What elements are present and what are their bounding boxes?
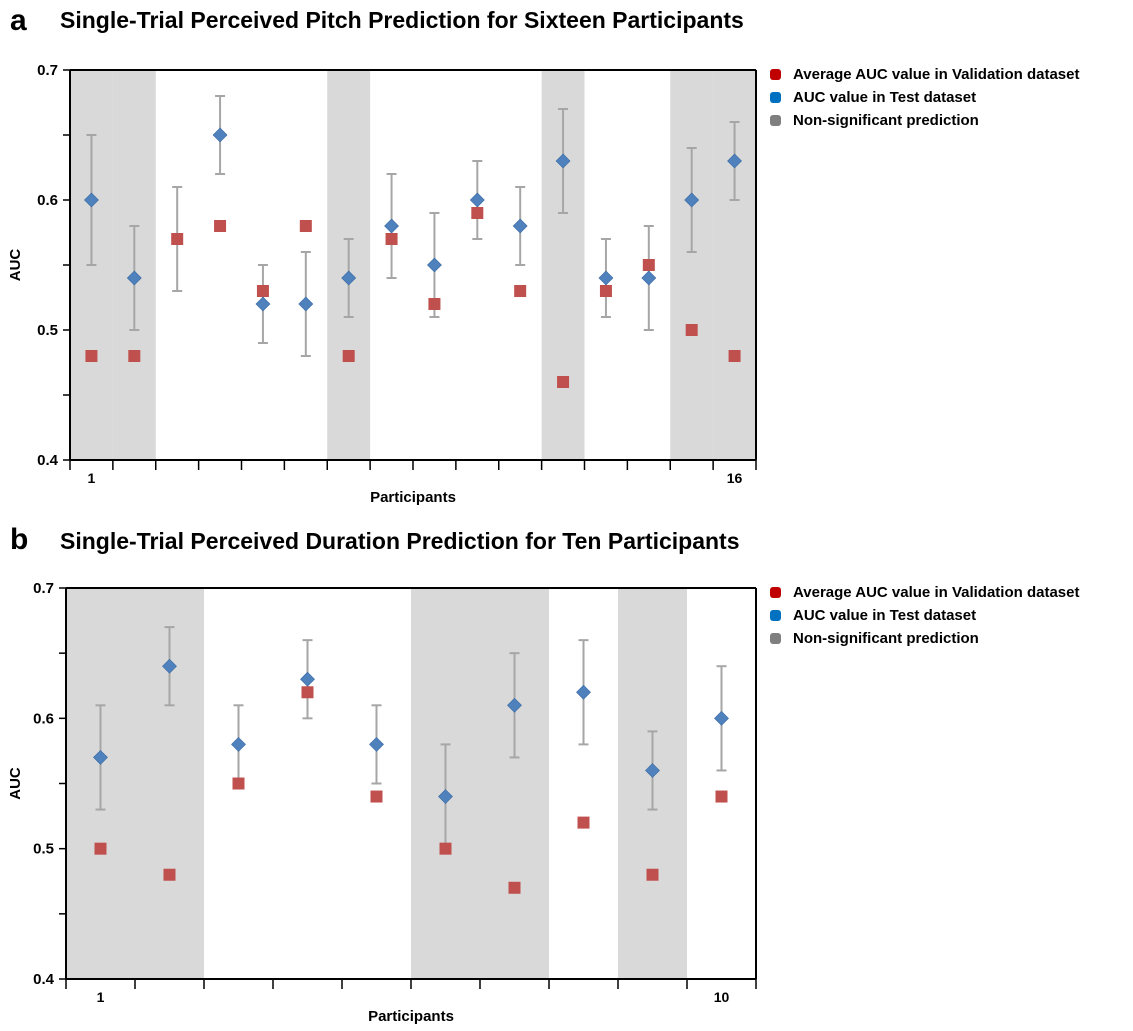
legend-swatch-test bbox=[770, 610, 781, 621]
validation-point-8 bbox=[577, 816, 590, 829]
validation-point-6 bbox=[299, 220, 312, 232]
validation-point-5 bbox=[256, 285, 269, 297]
test-point-14 bbox=[641, 270, 657, 286]
validation-point-16 bbox=[728, 350, 741, 362]
y-tick-label: 0.5 bbox=[33, 841, 54, 858]
validation-point-12 bbox=[557, 376, 570, 388]
test-point-5 bbox=[255, 296, 271, 312]
y-tick-label: 0.5 bbox=[37, 322, 58, 339]
validation-point-9 bbox=[428, 298, 441, 310]
panel-letter-a: a bbox=[10, 4, 27, 37]
test-point-3 bbox=[231, 736, 246, 752]
y-tick-label: 0.7 bbox=[37, 62, 58, 79]
y-axis-label: AUC bbox=[7, 249, 24, 282]
chart-a: 0.4 0.5 0.6 0.7 1 16 Participants AUC bbox=[7, 62, 757, 506]
nonsig-band-15 bbox=[670, 70, 714, 460]
test-point-11 bbox=[512, 218, 528, 234]
y-tick-label: 0.4 bbox=[33, 971, 55, 988]
legend-swatch-validation bbox=[770, 69, 781, 80]
validation-point-13 bbox=[599, 285, 612, 297]
x-tick-label: 1 bbox=[97, 989, 105, 1005]
validation-point-3 bbox=[232, 777, 245, 790]
validation-point-15 bbox=[685, 324, 698, 336]
y-tick-label: 0.6 bbox=[37, 192, 58, 209]
validation-point-8 bbox=[385, 233, 398, 245]
y-tick-label: 0.4 bbox=[37, 452, 59, 469]
validation-point-7 bbox=[342, 350, 355, 362]
nonsig-band-7 bbox=[480, 588, 549, 979]
test-point-12 bbox=[555, 153, 571, 169]
legend-item-validation: Average AUC value in Validation dataset bbox=[770, 581, 1079, 604]
panel-letter-b: b bbox=[10, 523, 29, 556]
chart-title-a: Single-Trial Perceived Pitch Prediction … bbox=[60, 7, 744, 33]
validation-point-9 bbox=[646, 868, 659, 881]
x-axis-label: Participants bbox=[370, 489, 456, 506]
legend-item-test: AUC value in Test dataset bbox=[770, 604, 1079, 627]
legend-swatch-nonsig bbox=[770, 633, 781, 644]
legend-item-nonsig: Non-significant prediction bbox=[770, 627, 1079, 650]
test-point-10 bbox=[469, 192, 485, 208]
test-point-6 bbox=[438, 789, 453, 804]
legend-item-nonsig: Non-significant prediction bbox=[770, 109, 1079, 132]
validation-point-1 bbox=[85, 350, 98, 362]
legend-label-nonsig: Non-significant prediction bbox=[793, 112, 979, 129]
validation-point-2 bbox=[163, 868, 176, 881]
validation-point-10 bbox=[471, 207, 484, 219]
test-point-4 bbox=[300, 671, 315, 687]
validation-point-14 bbox=[642, 259, 655, 271]
chart-b: 0.4 0.5 0.6 0.7 1 10 Participants AUC bbox=[7, 580, 757, 1025]
test-point-8 bbox=[384, 218, 399, 234]
validation-point-10 bbox=[715, 790, 728, 803]
legend-item-validation: Average AUC value in Validation dataset bbox=[770, 63, 1079, 86]
legend-label-validation: Average AUC value in Validation dataset bbox=[793, 584, 1080, 601]
x-tick-label: 10 bbox=[714, 989, 730, 1005]
validation-point-6 bbox=[439, 842, 452, 855]
test-point-2 bbox=[162, 658, 177, 674]
test-point-7 bbox=[341, 270, 357, 286]
test-point-9 bbox=[645, 763, 660, 778]
legend-b: Average AUC value in Validation dataset … bbox=[770, 581, 1079, 650]
validation-point-2 bbox=[128, 350, 141, 362]
test-point-7 bbox=[507, 697, 522, 713]
x-tick-label: 1 bbox=[88, 470, 96, 486]
validation-point-1 bbox=[94, 842, 107, 855]
legend-label-test: AUC value in Test dataset bbox=[793, 89, 977, 106]
chart-title-b: Single-Trial Perceived Duration Predicti… bbox=[60, 528, 740, 554]
y-tick-label: 0.6 bbox=[33, 710, 54, 727]
legend-swatch-validation bbox=[770, 587, 781, 598]
legend-label-validation: Average AUC value in Validation dataset bbox=[793, 66, 1080, 83]
test-point-1 bbox=[84, 192, 99, 208]
test-point-8 bbox=[576, 684, 591, 700]
test-point-16 bbox=[727, 153, 742, 169]
legend-label-nonsig: Non-significant prediction bbox=[793, 630, 979, 647]
legend-a: Average AUC value in Validation dataset … bbox=[770, 63, 1079, 132]
test-point-2 bbox=[126, 270, 142, 286]
test-point-4 bbox=[212, 127, 228, 143]
test-point-5 bbox=[369, 736, 384, 752]
test-point-1 bbox=[93, 750, 108, 765]
test-point-10 bbox=[714, 710, 729, 726]
y-axis-label: AUC bbox=[7, 767, 24, 800]
validation-point-4 bbox=[214, 220, 227, 232]
legend-swatch-test bbox=[770, 92, 781, 103]
legend-item-test: AUC value in Test dataset bbox=[770, 86, 1079, 109]
y-tick-label: 0.7 bbox=[33, 580, 54, 597]
test-point-15 bbox=[684, 192, 700, 208]
validation-point-11 bbox=[514, 285, 527, 297]
legend-swatch-nonsig bbox=[770, 115, 781, 126]
validation-point-5 bbox=[370, 790, 383, 803]
x-axis-label: Participants bbox=[368, 1008, 454, 1025]
test-point-9 bbox=[427, 257, 442, 273]
test-point-6 bbox=[298, 296, 314, 312]
x-tick-label: 16 bbox=[727, 470, 743, 486]
legend-label-test: AUC value in Test dataset bbox=[793, 607, 977, 624]
validation-point-7 bbox=[508, 881, 521, 894]
test-point-13 bbox=[598, 270, 614, 286]
validation-point-3 bbox=[171, 233, 184, 245]
validation-point-4 bbox=[301, 686, 314, 699]
